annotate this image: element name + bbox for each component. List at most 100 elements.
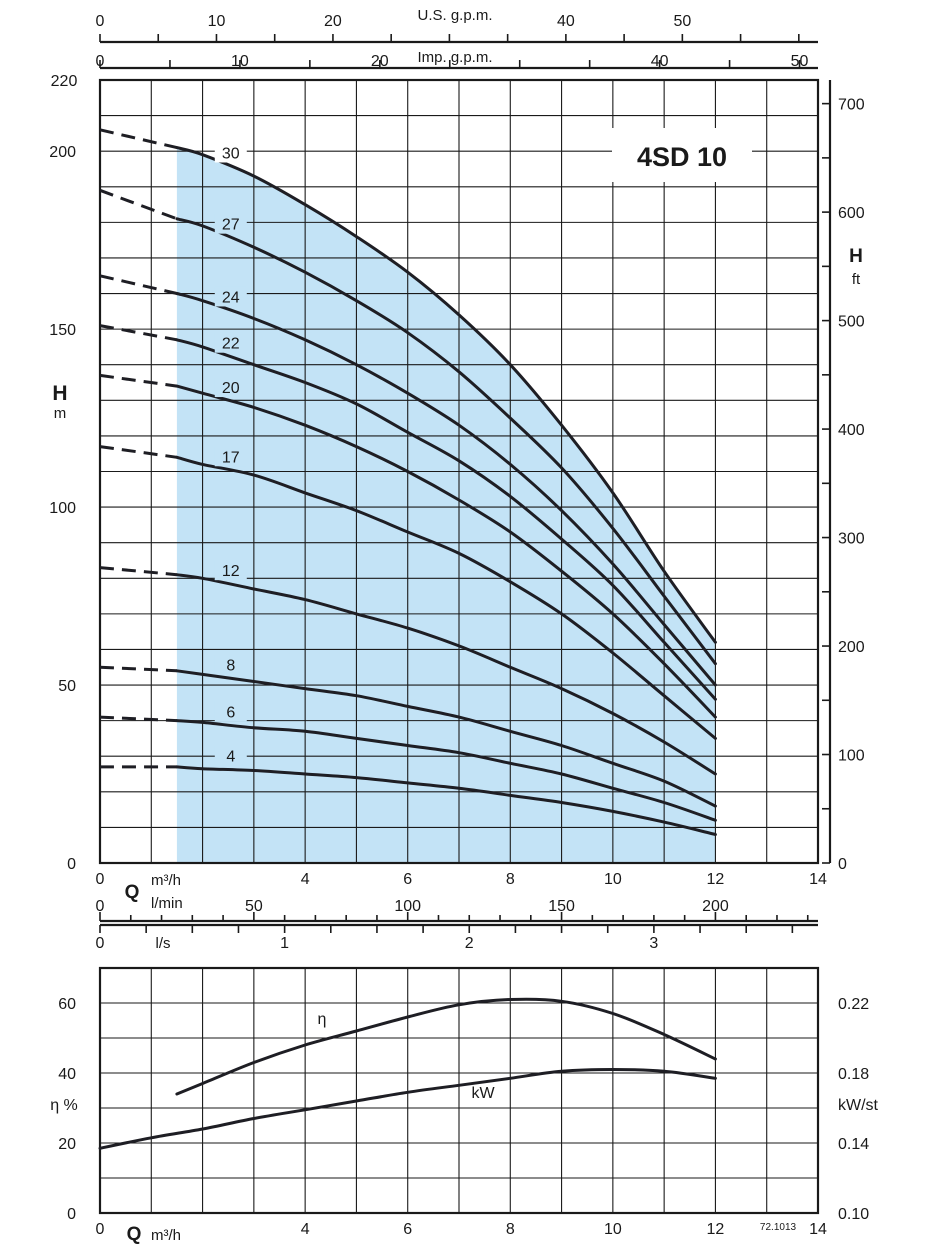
eff-tick-label: 60 (58, 996, 76, 1013)
stage-curve-22-dashed (99, 324, 178, 342)
ls-tick-label: 3 (649, 935, 658, 952)
stage-curve-27 (175, 217, 717, 666)
stage-label-background (214, 654, 247, 675)
figure-reference-code: 72.1013 (760, 1222, 797, 1233)
impgpm-tick-label: 20 (371, 53, 389, 70)
stage-curve-20 (175, 384, 717, 719)
lmin-tick-label: 150 (548, 898, 575, 915)
eff-axis-title: η % (50, 1097, 78, 1114)
stage-curve-22 (175, 338, 717, 701)
impgpm-tick-label: 10 (231, 53, 249, 70)
y-tick-label: 50 (58, 678, 76, 695)
x-tick-label: 8 (506, 1221, 515, 1238)
x-tick-label: 12 (707, 1221, 725, 1238)
plot-frame (98, 966, 820, 1215)
right-tick-label: 400 (838, 422, 865, 439)
y-tick-label: 100 (49, 500, 76, 517)
curve-power (98, 1068, 717, 1150)
stage-curve-6 (175, 719, 717, 822)
kw-tick-label: 0.18 (838, 1066, 869, 1083)
head-chart: 050100150200220Hm0100200300400500600700H… (49, 73, 865, 903)
impgpm-axis-title: Imp. g.p.m. (417, 49, 492, 66)
stage-label-background (214, 286, 247, 307)
x-tick-label: 0 (96, 1221, 105, 1238)
y-tick-label: 150 (49, 322, 76, 339)
eff-tick-label: 20 (58, 1136, 76, 1153)
plot-frame (98, 78, 820, 865)
chart-title: 4SD 10 (637, 142, 727, 172)
stage-curve-8-dashed (99, 665, 177, 673)
x-tick-label: 4 (301, 1221, 310, 1238)
stage-curve-20-dashed (99, 373, 178, 388)
kw-axis-title: kW/st (838, 1097, 879, 1114)
lmin-axis-title: l/min (151, 895, 183, 912)
x-tick-label: 10 (604, 871, 622, 888)
right-tick-label: 100 (838, 748, 865, 765)
stage-label-background (214, 701, 247, 722)
right-tick-label: 500 (838, 314, 865, 331)
x-tick-label: 14 (809, 871, 827, 888)
right-tick-label: 300 (838, 531, 865, 548)
right-tick-label: 200 (838, 639, 865, 656)
x-tick-label: 0 (96, 871, 105, 888)
lmin-tick-label: 50 (245, 898, 263, 915)
stage-curve-12 (175, 573, 717, 776)
stage-label-12: 12 (222, 563, 240, 580)
stage-curve-4 (175, 765, 717, 836)
impgpm-tick-label: 50 (791, 53, 809, 70)
kw-tick-label: 0.22 (838, 996, 869, 1013)
right-tick-label: 0 (838, 856, 847, 873)
stage-curve-17-dashed (99, 445, 178, 459)
stage-curve-24 (175, 292, 717, 687)
efficiency-power-chart: 0 20 40 60 η % 0.10 0.14 0.18 0.22 kW/st η kW 0 4 6 8 10… (50, 966, 879, 1245)
eff-tick-label: 40 (58, 1066, 76, 1083)
lmin-tick-label: 0 (96, 898, 105, 915)
usgpm-tick-label: 0 (96, 13, 105, 30)
x-axis-unit: m³/h (151, 872, 181, 889)
ls-tick-label: 0 (96, 935, 105, 952)
stage-curve-6-dashed (99, 715, 177, 723)
stage-label-20: 20 (222, 380, 240, 397)
stage-label-background (214, 332, 247, 353)
usgpm-tick-label: 20 (324, 13, 342, 30)
y-axis-unit: m (54, 405, 67, 422)
lmin-tick-label: 200 (702, 898, 729, 915)
x-axis-unit: m³/h (151, 1227, 181, 1244)
lmin-tick-label: 100 (394, 898, 421, 915)
stage-label-22: 22 (222, 336, 240, 353)
stage-label-6: 6 (226, 704, 235, 721)
usgpm-tick-label: 50 (673, 13, 691, 30)
stage-label-background (214, 213, 247, 234)
x-tick-label: 8 (506, 871, 515, 888)
stage-label-8: 8 (226, 657, 235, 674)
stage-label-17: 17 (222, 449, 240, 466)
usgpm-tick-label: 10 (208, 13, 226, 30)
x-axis-title: Q (125, 882, 140, 903)
y-tick-label: 220 (51, 73, 78, 90)
usgpm-tick-label: 40 (557, 13, 575, 30)
impgpm-tick-label: 40 (651, 53, 669, 70)
x-tick-label: 6 (403, 1221, 412, 1238)
ls-tick-label: 2 (465, 935, 474, 952)
efficiency-curve-label: η (318, 1011, 327, 1028)
stage-label-27: 27 (222, 217, 240, 234)
stage-curve-24-dashed (99, 274, 178, 295)
stage-label-24: 24 (222, 289, 240, 306)
stage-curve-30-dashed (99, 128, 178, 150)
power-curve-label: kW (471, 1085, 495, 1102)
stage-curve-17 (175, 455, 717, 740)
stage-curve-8 (175, 669, 717, 808)
stage-label-background (214, 745, 247, 766)
kw-tick-label: 0.14 (838, 1136, 869, 1153)
title-background (612, 128, 752, 182)
curve-efficiency (175, 997, 717, 1096)
stage-label-4: 4 (226, 749, 235, 766)
x-tick-label: 10 (604, 1221, 622, 1238)
stage-label-background (214, 377, 247, 398)
y-tick-label: 0 (67, 856, 76, 873)
top-secondary-axes: 0 10 20 40 50 0 10 20 40 50 U.S. g.p.m. Imp. g.p.m. (96, 7, 818, 70)
kw-tick-label: 0.10 (838, 1206, 869, 1223)
right-axis-unit: ft (852, 271, 861, 288)
stage-curve-12-dashed (99, 566, 178, 577)
